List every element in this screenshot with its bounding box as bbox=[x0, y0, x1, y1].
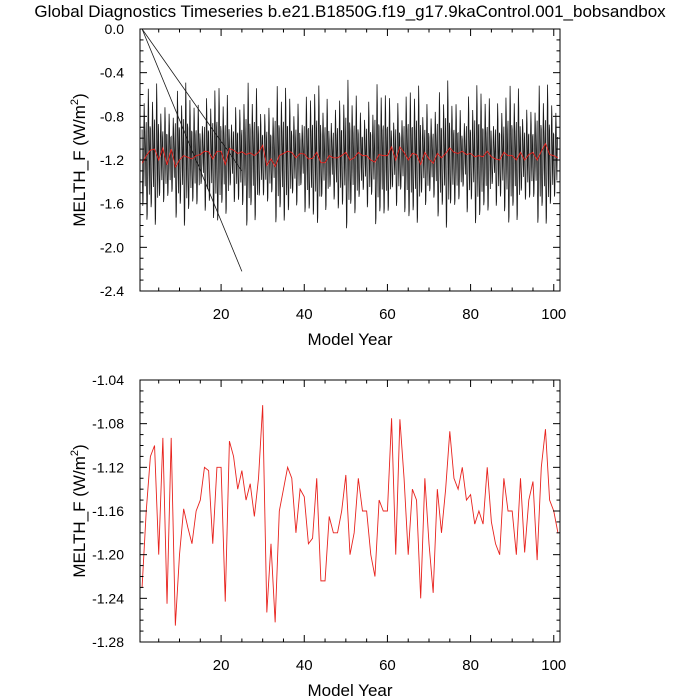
x-tick-label: 80 bbox=[462, 306, 479, 323]
bottom-annual-series-line bbox=[141, 405, 559, 626]
wrap-line-0 bbox=[141, 29, 243, 172]
y-axis-label-text: MELTH_F (W/m bbox=[70, 105, 89, 227]
y-tick-label: -1.2 bbox=[100, 152, 124, 168]
x-tick-label: 100 bbox=[541, 657, 566, 674]
top-y-axis-label: MELTH_F (W/m2) bbox=[69, 93, 89, 226]
x-tick-label: 40 bbox=[296, 657, 313, 674]
y-axis-label-superscript: 2 bbox=[69, 99, 81, 105]
monthly-series-line bbox=[141, 79, 558, 229]
y-tick-label: -1.6 bbox=[100, 196, 124, 212]
page-title: Global Diagnostics Timeseries b.e21.B185… bbox=[34, 2, 666, 21]
bottom-plot-area bbox=[141, 405, 559, 626]
x-tick-label: 40 bbox=[296, 306, 313, 323]
y-tick-label: -1.16 bbox=[92, 503, 124, 519]
y-tick-label: 0.0 bbox=[105, 21, 125, 37]
bottom-plot-frame bbox=[139, 379, 561, 643]
y-tick-label: -1.28 bbox=[92, 634, 124, 650]
x-tick-label: 60 bbox=[379, 306, 396, 323]
y-axis-label-text: MELTH_F (W/m bbox=[70, 456, 89, 578]
top-chart-panel: 20 40 60 80 100 0.0 -0.4 -0.8 -1.2 -1.6 -2.0 -2.4 Mo… bbox=[69, 21, 566, 349]
x-tick-label: 100 bbox=[541, 306, 566, 323]
y-tick-label: -1.24 bbox=[92, 590, 124, 606]
bottom-chart-panel: 20 40 60 80 100 -1.04 -1.08 -1.12 -1.16 -1.20 -1.2… bbox=[69, 372, 566, 700]
top-plot-area bbox=[141, 29, 559, 272]
x-tick-label: 80 bbox=[462, 657, 479, 674]
x-tick-label: 20 bbox=[213, 657, 230, 674]
y-tick-label: -2.4 bbox=[100, 283, 124, 299]
y-tick-label: -2.0 bbox=[100, 239, 124, 255]
y-tick-label: -1.12 bbox=[92, 459, 124, 475]
y-tick-label: -1.04 bbox=[92, 372, 124, 388]
y-axis-label-close: ) bbox=[70, 93, 89, 99]
top-annual-series-line bbox=[141, 142, 559, 169]
y-tick-label: -1.08 bbox=[92, 416, 124, 432]
x-tick-label: 60 bbox=[379, 657, 396, 674]
y-axis-label-superscript: 2 bbox=[69, 450, 81, 456]
x-tick-label: 20 bbox=[213, 306, 230, 323]
wrap-line-1 bbox=[141, 29, 243, 272]
bottom-x-axis-label: Model Year bbox=[307, 681, 392, 700]
y-tick-label: -1.20 bbox=[92, 547, 124, 563]
top-x-axis-label: Model Year bbox=[307, 330, 392, 349]
y-tick-label: -0.8 bbox=[100, 108, 124, 124]
y-axis-label-close: ) bbox=[70, 444, 89, 450]
bottom-y-axis-label: MELTH_F (W/m2) bbox=[69, 444, 89, 577]
y-tick-label: -0.4 bbox=[100, 65, 124, 81]
